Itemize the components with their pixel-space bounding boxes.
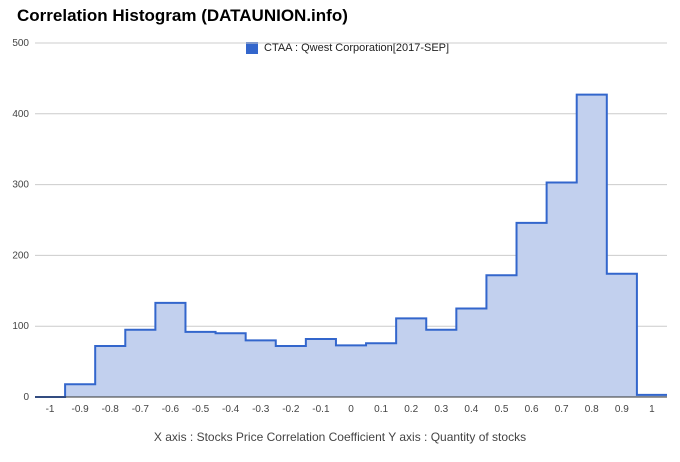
histogram-bin[interactable] xyxy=(155,303,185,397)
x-tick-label: -0.2 xyxy=(282,404,300,415)
x-tick-label: -1 xyxy=(46,404,55,415)
histogram-bin[interactable] xyxy=(125,330,155,397)
histogram-bin[interactable] xyxy=(276,346,306,397)
x-tick-label: 0.4 xyxy=(464,404,478,415)
x-tick-label: -0.1 xyxy=(312,404,330,415)
data-area xyxy=(35,93,667,398)
x-tick-label: 0.1 xyxy=(374,404,388,415)
x-tick-label: 0.8 xyxy=(585,404,599,415)
y-tick-label: 200 xyxy=(12,250,29,261)
legend[interactable]: CTAA : Qwest Corporation[2017-SEP] xyxy=(246,41,449,55)
y-tick-label: 100 xyxy=(12,321,29,332)
y-tick-label: 500 xyxy=(12,38,29,49)
histogram-bin[interactable] xyxy=(486,275,516,397)
x-tick-label: 0.3 xyxy=(434,404,448,415)
x-tick-label: 0 xyxy=(348,404,354,415)
histogram-bin[interactable] xyxy=(366,343,396,397)
x-tick-label: -0.7 xyxy=(132,404,150,415)
histogram-bin[interactable] xyxy=(547,182,577,397)
histogram-bin[interactable] xyxy=(65,384,95,397)
histogram-bin[interactable] xyxy=(246,340,276,397)
x-tick-label: 0.2 xyxy=(404,404,418,415)
axis-caption: X axis : Stocks Price Correlation Coeffi… xyxy=(153,430,527,444)
legend-label: CTAA : Qwest Corporation[2017-SEP] xyxy=(264,42,450,54)
y-tick-label: 0 xyxy=(23,392,29,403)
x-tick-label: 0.7 xyxy=(555,404,569,415)
x-tick-label: -0.3 xyxy=(252,404,270,415)
histogram-bin[interactable] xyxy=(95,346,125,397)
histogram-bin[interactable] xyxy=(336,345,366,397)
x-tick-label: -0.6 xyxy=(162,404,180,415)
histogram-bin[interactable] xyxy=(396,318,426,397)
y-tick-label: 300 xyxy=(12,180,29,191)
tick-labels: 0 100 200 300 400 500 -1 -0.9 -0.8 -0.7 -0.6 -0.5 -0… xyxy=(12,38,655,415)
legend-swatch xyxy=(246,42,258,54)
chart-title: Correlation Histogram (DATAUNION.info) xyxy=(17,6,348,25)
histogram-bin[interactable] xyxy=(306,339,336,397)
histogram-bin[interactable] xyxy=(185,332,215,397)
y-tick-label: 400 xyxy=(12,109,29,120)
histogram-line xyxy=(35,93,667,398)
x-tick-label: -0.8 xyxy=(102,404,120,415)
x-tick-label: 0.6 xyxy=(525,404,539,415)
histogram-fill xyxy=(35,94,667,398)
x-tick-label: -0.9 xyxy=(72,404,90,415)
histogram-bin[interactable] xyxy=(456,309,486,398)
x-tick-label: 1 xyxy=(649,404,655,415)
histogram-bin[interactable] xyxy=(577,95,607,397)
histogram-bin[interactable] xyxy=(216,333,246,397)
histogram-bin[interactable] xyxy=(607,274,637,397)
x-tick-label: -0.5 xyxy=(192,404,210,415)
x-tick-label: -0.4 xyxy=(222,404,240,415)
histogram-bin[interactable] xyxy=(426,330,456,397)
histogram-bin[interactable] xyxy=(517,223,547,397)
x-tick-label: 0.9 xyxy=(615,404,629,415)
x-tick-label: 0.5 xyxy=(495,404,509,415)
